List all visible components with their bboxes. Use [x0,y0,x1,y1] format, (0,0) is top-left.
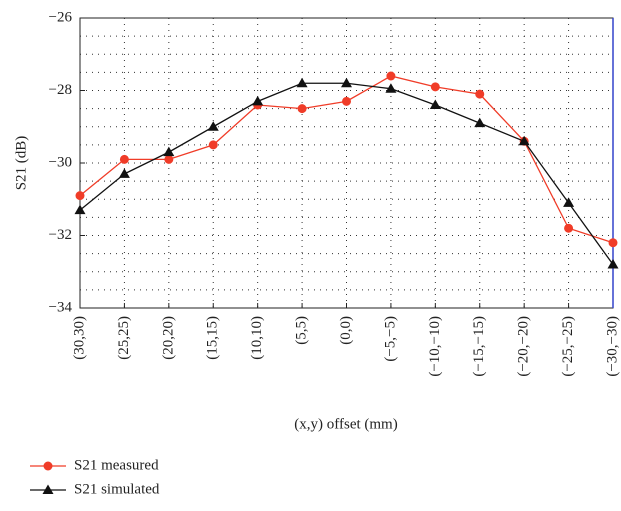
marker [386,71,396,81]
marker [296,77,308,88]
marker [43,461,53,471]
x-axis-title: (x,y) offset (mm) [294,416,397,432]
marker [163,146,175,157]
x-tick-label: (−30,−30) [604,316,620,377]
marker [341,77,352,88]
x-tick-label: (−20,−20) [516,316,532,377]
marker [429,99,441,109]
y-tick-label: −34 [49,299,73,315]
marker [518,135,530,146]
marker [474,117,486,128]
marker [607,259,619,269]
marker [430,82,440,92]
x-tick-label: (−5,−5) [382,316,398,362]
marker [563,197,575,207]
marker [74,204,86,215]
series-line [79,82,614,265]
y-tick-label: −26 [49,9,73,25]
marker [564,223,574,233]
marker [342,96,351,106]
x-tick-label: (20,20) [160,316,176,360]
x-tick-label: (−15,−15) [471,316,487,377]
marker [475,89,485,99]
x-tick-label: (−25,−25) [560,316,576,377]
marker [42,484,54,494]
x-tick-label: (25,25) [116,316,132,360]
marker [164,154,174,164]
x-tick-label: (30,30) [71,316,87,360]
marker [119,154,129,164]
marker [608,238,618,248]
x-tick-label: (5,5) [294,316,310,345]
marker [75,191,85,201]
x-tick-label: (10,10) [249,316,265,360]
y-axis-title: S21 (dB) [13,136,29,191]
legend-label: S21 measured [74,457,159,473]
marker [297,104,307,114]
y-tick-label: −32 [49,227,72,243]
marker [207,121,219,131]
marker [208,140,218,150]
y-tick-label: −30 [49,154,72,170]
legend-label: S21 simulated [74,481,160,497]
marker [385,83,397,93]
marker [252,95,264,106]
y-tick-label: −28 [49,82,72,98]
x-tick-label: (15,15) [205,316,221,360]
marker [118,168,130,178]
x-tick-label: (−10,−10) [427,316,443,377]
x-tick-label: (0,0) [338,316,354,345]
